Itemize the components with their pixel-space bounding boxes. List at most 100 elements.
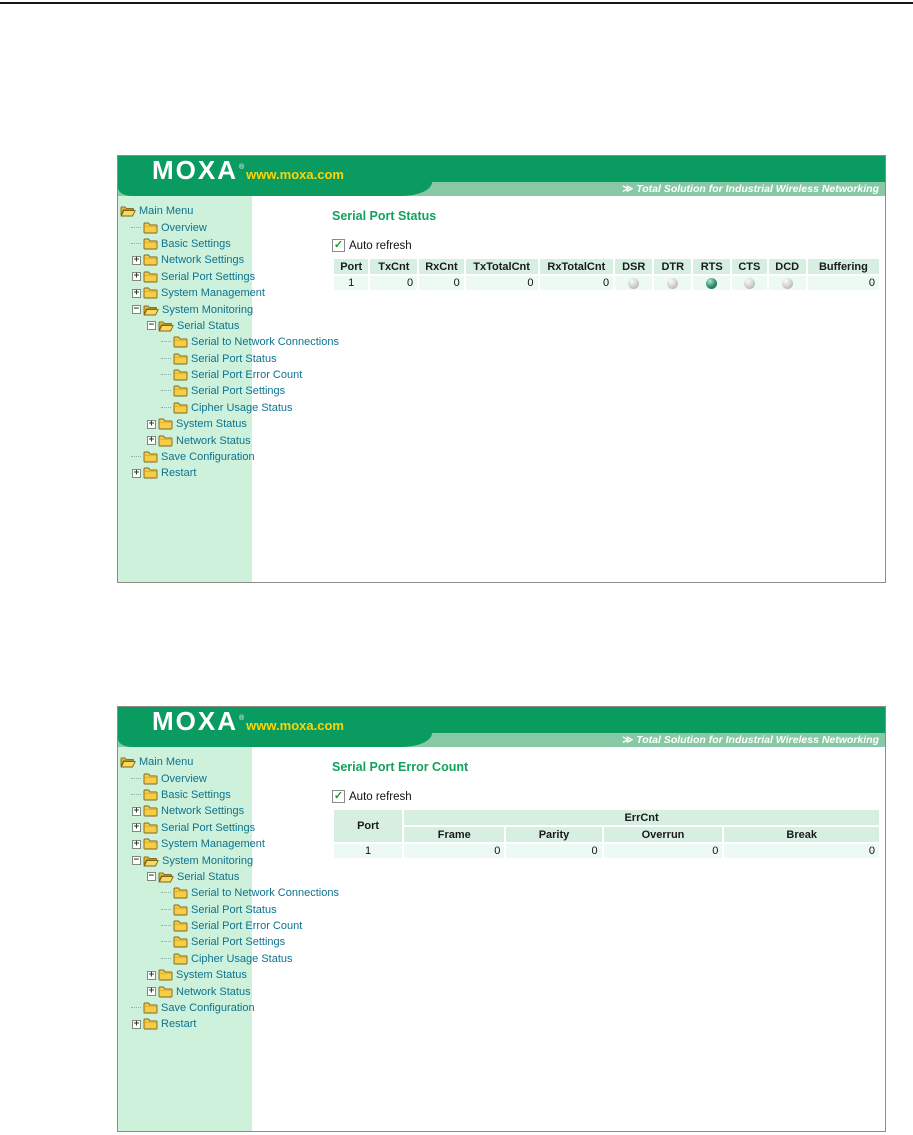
sidebar-item-basic-settings[interactable]: Basic Settings: [118, 236, 252, 252]
expand-plus-icon[interactable]: +: [132, 287, 141, 298]
sidebar-item-label[interactable]: Basic Settings: [161, 237, 231, 250]
tree-connector: [161, 390, 171, 392]
sidebar-item-label[interactable]: Overview: [161, 221, 207, 234]
sidebar-item-label[interactable]: Serial Status: [177, 870, 240, 883]
expand-plus-icon[interactable]: +: [147, 435, 156, 446]
sidebar-item-label[interactable]: Serial Status: [177, 319, 240, 332]
sidebar-item-label[interactable]: Serial Port Error Count: [191, 920, 303, 933]
sidebar-item-system-status[interactable]: + System Status: [118, 416, 252, 432]
sidebar-item-label[interactable]: Restart: [161, 467, 197, 480]
moxa-url[interactable]: www.moxa.com: [246, 718, 344, 733]
sidebar-item-label[interactable]: Serial Port Settings: [161, 821, 256, 834]
sidebar-item-network-status[interactable]: + Network Status: [118, 432, 252, 448]
sidebar-item-label[interactable]: Network Settings: [161, 254, 245, 267]
sidebar-item-label[interactable]: Serial Port Status: [191, 352, 277, 365]
sidebar-item-network-settings[interactable]: + Network Settings: [118, 252, 252, 268]
sidebar-item-network-status[interactable]: + Network Status: [118, 983, 252, 999]
sidebar-item-save-configuration[interactable]: Save Configuration: [118, 1000, 255, 1016]
sidebar-item-overview[interactable]: Overview: [118, 770, 252, 786]
sidebar-item-system-monitoring[interactable]: − System Monitoring: [118, 301, 254, 317]
expand-plus-icon[interactable]: +: [132, 254, 141, 265]
sidebar-item-cipher-usage-status[interactable]: Cipher Usage Status: [118, 951, 293, 967]
sidebar-item-label[interactable]: Serial Port Status: [191, 903, 277, 916]
sidebar-item-label[interactable]: Save Configuration: [161, 451, 255, 464]
folder-icon: [143, 822, 158, 834]
sidebar-item-system-management[interactable]: + System Management: [118, 836, 265, 852]
sidebar-item-label[interactable]: Main Menu: [139, 205, 194, 218]
column-header-rts: RTS: [693, 259, 731, 274]
sidebar-item-serial-port-settings[interactable]: + Serial Port Settings: [118, 820, 256, 836]
sidebar-item-label[interactable]: Save Configuration: [161, 1002, 255, 1015]
sidebar-item-label[interactable]: Cipher Usage Status: [191, 952, 293, 965]
sidebar-item-basic-settings[interactable]: Basic Settings: [118, 787, 252, 803]
sidebar-item-label[interactable]: System Monitoring: [162, 854, 254, 867]
sidebar-item-serial-port-settings[interactable]: + Serial Port Settings: [118, 269, 256, 285]
auto-refresh-checkbox[interactable]: ✓: [332, 239, 345, 252]
sidebar-item-label[interactable]: System Management: [161, 838, 265, 851]
sidebar-item-label[interactable]: Cipher Usage Status: [191, 401, 293, 414]
sidebar-item-save-configuration[interactable]: Save Configuration: [118, 449, 255, 465]
sidebar-item-label[interactable]: Serial Port Error Count: [191, 369, 303, 382]
expand-minus-icon[interactable]: −: [147, 871, 156, 882]
expand-minus-icon[interactable]: −: [132, 304, 141, 315]
sidebar-item-overview[interactable]: Overview: [118, 219, 252, 235]
moxa-logo-text: MOXA: [152, 706, 238, 736]
sidebar-item-label[interactable]: Network Settings: [161, 805, 245, 818]
cell-frame: 0: [404, 844, 505, 858]
expand-plus-icon[interactable]: +: [147, 969, 156, 980]
sidebar-item-system-status[interactable]: + System Status: [118, 967, 252, 983]
sidebar-item-label[interactable]: Basic Settings: [161, 788, 231, 801]
sidebar-item-label[interactable]: Network Status: [176, 985, 251, 998]
sidebar-item-cipher-usage-status[interactable]: Cipher Usage Status: [118, 400, 293, 416]
sidebar-item-label[interactable]: Serial Port Settings: [161, 270, 256, 283]
page-top-rule: [0, 2, 913, 4]
sidebar-item-label[interactable]: Network Status: [176, 434, 251, 447]
sidebar-item-network-settings[interactable]: + Network Settings: [118, 803, 252, 819]
sidebar-item-label[interactable]: Overview: [161, 772, 207, 785]
expand-plus-icon[interactable]: +: [132, 805, 141, 816]
sidebar-item-label[interactable]: Serial Port Settings: [191, 385, 286, 398]
sidebar-item-serial-status[interactable]: − Serial Status: [118, 869, 252, 885]
serial-port-status-table: Port TxCnt RxCnt TxTotalCnt RxTotalCnt DSR DTR…: [332, 257, 881, 292]
sidebar-item-main-menu[interactable]: Main Menu: [118, 754, 252, 770]
expand-plus-icon[interactable]: +: [132, 271, 141, 282]
sidebar-item-system-management[interactable]: + System Management: [118, 285, 265, 301]
expand-plus-icon[interactable]: +: [147, 418, 156, 429]
moxa-url[interactable]: www.moxa.com: [246, 167, 344, 182]
sidebar-item-serial-to-network-connections[interactable]: Serial to Network Connections: [118, 885, 339, 901]
sidebar-item-serial-port-error-count[interactable]: Serial Port Error Count: [118, 918, 302, 934]
sidebar-item-serial-port-error-count[interactable]: Serial Port Error Count: [118, 367, 302, 383]
sidebar-item-label[interactable]: System Monitoring: [162, 303, 254, 316]
sidebar-item-label[interactable]: Serial to Network Connections: [191, 887, 339, 900]
sidebar-item-label[interactable]: Restart: [161, 1018, 197, 1031]
cell-buffering: 0: [807, 276, 879, 290]
auto-refresh-checkbox[interactable]: ✓: [332, 790, 345, 803]
sidebar-item-system-monitoring[interactable]: − System Monitoring: [118, 852, 254, 868]
expand-minus-icon[interactable]: −: [132, 855, 141, 866]
sidebar-item-serial-port-status[interactable]: Serial Port Status: [118, 902, 277, 918]
expand-plus-icon[interactable]: +: [147, 986, 156, 997]
expand-plus-icon[interactable]: +: [132, 838, 141, 849]
sidebar-item-label[interactable]: Main Menu: [139, 756, 194, 769]
sidebar-item-label[interactable]: System Management: [161, 287, 265, 300]
sidebar-item-serial-port-status[interactable]: Serial Port Status: [118, 351, 277, 367]
sidebar-item-label[interactable]: System Status: [176, 418, 247, 431]
open-folder-icon: [143, 304, 159, 316]
sidebar-item-label[interactable]: Serial to Network Connections: [191, 336, 339, 349]
sidebar-item-serial-port-settings[interactable]: Serial Port Settings: [118, 934, 285, 950]
sidebar-item-serial-to-network-connections[interactable]: Serial to Network Connections: [118, 334, 339, 350]
sidebar-item-serial-status[interactable]: − Serial Status: [118, 318, 252, 334]
expand-plus-icon[interactable]: +: [132, 822, 141, 833]
sidebar-item-restart[interactable]: + Restart: [118, 465, 252, 481]
sidebar-item-label[interactable]: Serial Port Settings: [191, 936, 286, 949]
expand-plus-icon[interactable]: +: [132, 1018, 141, 1029]
column-header-frame: Frame: [404, 827, 505, 842]
expand-plus-icon[interactable]: +: [132, 467, 141, 478]
folder-icon: [173, 920, 188, 932]
sidebar-item-label[interactable]: System Status: [176, 969, 247, 982]
expand-minus-icon[interactable]: −: [147, 320, 156, 331]
led-off-icon: [781, 277, 793, 289]
sidebar-item-serial-port-settings[interactable]: Serial Port Settings: [118, 383, 285, 399]
sidebar-item-main-menu[interactable]: Main Menu: [118, 203, 252, 219]
sidebar-item-restart[interactable]: + Restart: [118, 1016, 252, 1032]
